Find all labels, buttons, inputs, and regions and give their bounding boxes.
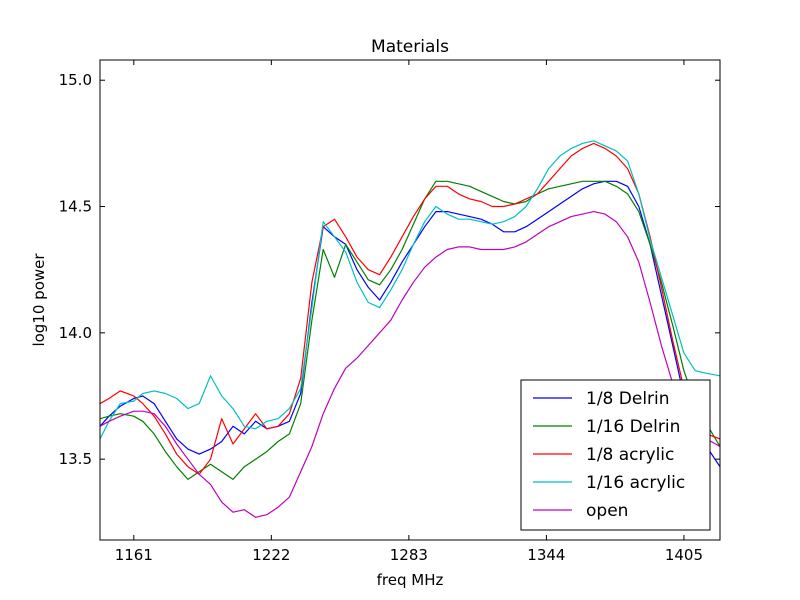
series-line-3: [100, 140, 720, 440]
series-line-0: [100, 180, 720, 468]
x-tick-label: 1222: [252, 546, 290, 564]
series-line-4: [100, 211, 720, 518]
legend-label: open: [586, 501, 628, 521]
legend: 1/8 Delrin 1/16 Delrin 1/8 acrylic 1/16 acr…: [520, 379, 711, 531]
plot-frame: [99, 59, 721, 541]
chart-title: Materials: [371, 37, 449, 57]
y-tick-label: 14.5: [59, 198, 92, 216]
legend-label: 1/16 Delrin: [586, 417, 680, 437]
y-tick-label: 15.0: [59, 71, 92, 89]
axis-ticks: 1161 1222 1283 1344 1405 13.5 14.0 14.5 15.0: [59, 60, 720, 564]
legend-box: [520, 379, 711, 531]
x-tick-label: 1344: [527, 546, 565, 564]
legend-label: 1/8 acrylic: [586, 445, 674, 465]
y-tick-label: 14.0: [59, 324, 92, 342]
legend-label: 1/16 acrylic: [586, 473, 685, 493]
y-tick-label: 13.5: [59, 450, 92, 468]
legend-label: 1/8 Delrin: [586, 389, 670, 409]
x-tick-label: 1405: [665, 546, 703, 564]
series-line-1: [100, 180, 720, 480]
series-lines: [100, 140, 720, 518]
x-tick-label: 1283: [390, 546, 428, 564]
series-line-2: [100, 142, 720, 475]
x-tick-label: 1161: [115, 546, 153, 564]
y-axis-label: log10 power: [30, 253, 48, 347]
x-axis-label: freq MHz: [377, 571, 444, 589]
